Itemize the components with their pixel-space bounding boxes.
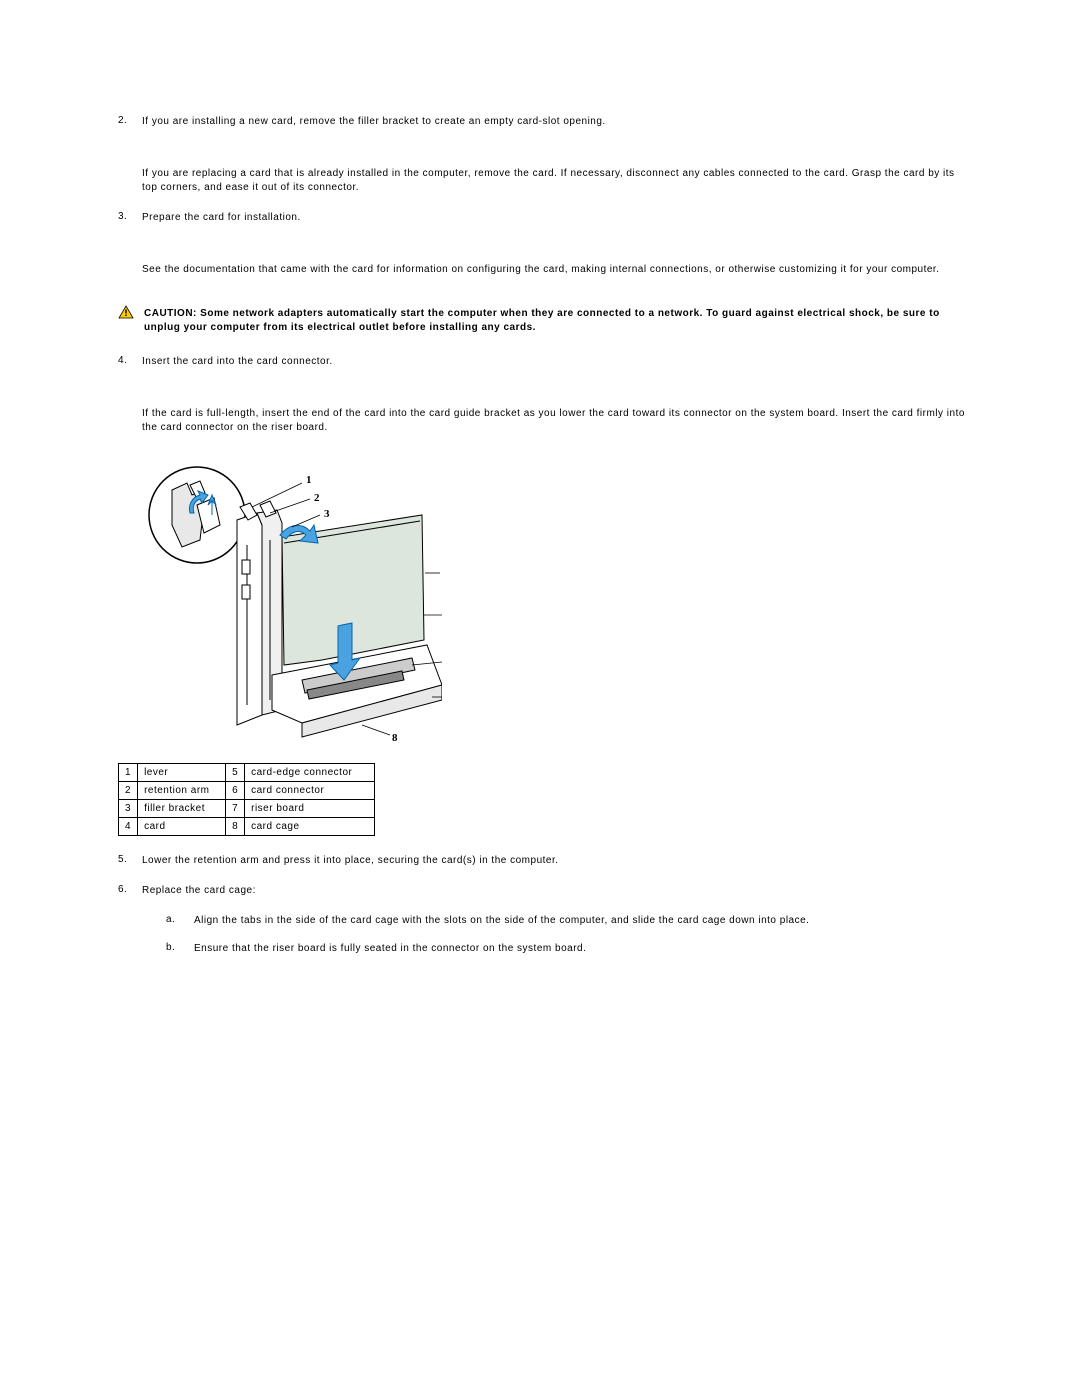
legend-label: filler bracket [138, 800, 226, 818]
legend-num: 7 [226, 800, 245, 818]
step-4-para: If the card is full-length, insert the e… [142, 407, 970, 435]
substep-a: a. Align the tabs in the side of the car… [166, 914, 970, 928]
legend-num: 8 [226, 818, 245, 836]
callout-2: 2 [314, 492, 320, 504]
document-page: 2. If you are installing a new card, rem… [0, 0, 1080, 956]
table-row: 4 card 8 card cage [119, 818, 375, 836]
legend-num: 1 [119, 764, 138, 782]
step-text: If you are installing a new card, remove… [142, 115, 970, 129]
step-3: 3. Prepare the card for installation. [118, 211, 970, 225]
legend-label: card cage [245, 818, 375, 836]
caution-block: CAUTION: Some network adapters automatic… [118, 307, 970, 335]
substep-letter: b. [166, 942, 194, 956]
substep-letter: a. [166, 914, 194, 928]
legend-label: lever [138, 764, 226, 782]
callout-3: 3 [324, 508, 330, 520]
legend-num: 3 [119, 800, 138, 818]
step-number: 5. [118, 854, 142, 868]
table-row: 3 filler bracket 7 riser board [119, 800, 375, 818]
legend-label: card [138, 818, 226, 836]
table-row: 1 lever 5 card-edge connector [119, 764, 375, 782]
legend-table: 1 lever 5 card-edge connector 2 retentio… [118, 763, 375, 836]
installation-diagram: 1 2 3 4 5 6 7 8 [142, 465, 442, 745]
substep-text: Ensure that the riser board is fully sea… [194, 942, 970, 956]
step-text: Prepare the card for installation. [142, 211, 970, 225]
caution-text: CAUTION: Some network adapters automatic… [144, 307, 970, 335]
legend-label: card-edge connector [245, 764, 375, 782]
legend-label: riser board [245, 800, 375, 818]
legend-num: 4 [119, 818, 138, 836]
legend-label: card connector [245, 782, 375, 800]
step-5: 5. Lower the retention arm and press it … [118, 854, 970, 868]
step-text: Replace the card cage: [142, 884, 970, 898]
step-number: 6. [118, 884, 142, 898]
callout-8: 8 [392, 732, 398, 744]
step-6: 6. Replace the card cage: [118, 884, 970, 898]
step-text: Lower the retention arm and press it int… [142, 854, 970, 868]
step-number: 2. [118, 115, 142, 129]
step-number: 3. [118, 211, 142, 225]
step-3-para: See the documentation that came with the… [142, 263, 970, 277]
substep-b: b. Ensure that the riser board is fully … [166, 942, 970, 956]
table-row: 2 retention arm 6 card connector [119, 782, 375, 800]
legend-num: 6 [226, 782, 245, 800]
legend-num: 2 [119, 782, 138, 800]
step-2-para: If you are replacing a card that is alre… [142, 167, 970, 195]
legend-num: 5 [226, 764, 245, 782]
step-text: Insert the card into the card connector. [142, 355, 970, 369]
step-2: 2. If you are installing a new card, rem… [118, 115, 970, 129]
substeps: a. Align the tabs in the side of the car… [166, 914, 970, 956]
step-4: 4. Insert the card into the card connect… [118, 355, 970, 369]
callout-1: 1 [306, 474, 312, 486]
caution-icon [118, 305, 138, 322]
legend-label: retention arm [138, 782, 226, 800]
step-number: 4. [118, 355, 142, 369]
substep-text: Align the tabs in the side of the card c… [194, 914, 970, 928]
